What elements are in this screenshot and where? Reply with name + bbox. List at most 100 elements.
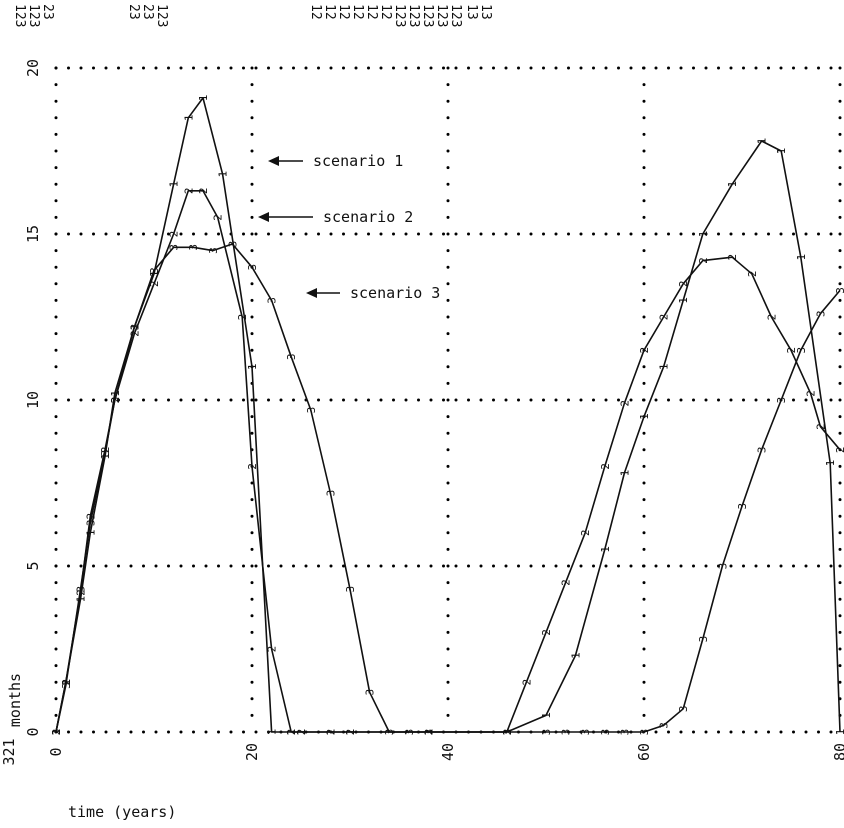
grid-dot (54, 66, 58, 70)
grid-dot (838, 182, 842, 186)
grid-dot (642, 182, 646, 186)
series-marker-3: 3 (775, 397, 788, 404)
grid-dot (54, 282, 58, 286)
series-marker-2: 2 (84, 513, 97, 520)
grid-dot (54, 249, 58, 253)
series-marker-3: 3 (638, 729, 651, 736)
series-marker-1: 1 (422, 729, 435, 736)
grid-dot (54, 199, 58, 203)
grid-dot (479, 564, 483, 568)
series-marker-1: 1 (540, 712, 553, 719)
grid-dot (642, 315, 646, 319)
grid-dot (604, 564, 608, 568)
series-marker-3: 3 (60, 682, 73, 689)
y-tick-label: 15 (24, 225, 42, 243)
grid-dot (179, 730, 183, 734)
grid-dot (54, 664, 58, 668)
grid-dot (838, 99, 842, 103)
grid-dot (642, 298, 646, 302)
grid-dot (117, 564, 120, 568)
grid-dot (492, 398, 495, 402)
grid-dot (167, 232, 170, 236)
grid-dot (54, 614, 58, 618)
grid-dot (579, 232, 583, 236)
grid-dot (67, 232, 70, 236)
series-marker-3: 3 (560, 729, 573, 736)
series-marker-2: 2 (246, 463, 259, 470)
grid-dot (817, 730, 820, 734)
grid-dot (838, 415, 842, 419)
series-marker-3: 3 (697, 636, 710, 643)
series-marker-2: 2 (324, 729, 337, 736)
grid-dot (250, 531, 254, 535)
grid-dot (629, 66, 633, 70)
grid-dot (54, 398, 58, 402)
grid-dot (446, 697, 450, 701)
grid-dot (838, 630, 842, 634)
grid-dot (267, 232, 270, 236)
grid-dot (829, 398, 833, 402)
series-marker-1: 1 (84, 529, 97, 536)
grid-dot (704, 66, 708, 70)
grid-dot (179, 232, 183, 236)
grid-dot (542, 232, 545, 236)
grid-dot (129, 564, 133, 568)
grid-dot (838, 680, 842, 684)
series-marker-2: 2 (834, 446, 844, 453)
grid-dot (204, 564, 208, 568)
series-marker-2: 2 (618, 400, 631, 407)
grid-dot (529, 564, 533, 568)
grid-dot (467, 232, 470, 236)
series-line-2 (55, 190, 841, 733)
grid-dot (492, 564, 495, 568)
grid-dot (254, 564, 258, 568)
grid-dot (567, 232, 570, 236)
grid-dot (754, 66, 758, 70)
series-marker-3: 3 (187, 244, 200, 251)
grid-dot (442, 564, 445, 568)
grid-dot (342, 66, 345, 70)
grid-dot (54, 464, 58, 468)
grid-dot (54, 182, 58, 186)
grid-dot (767, 66, 770, 70)
grid-dot (838, 315, 842, 319)
grid-dot (250, 680, 254, 684)
grid-dot (267, 66, 270, 70)
grid-dot (267, 398, 270, 402)
series-marker-2: 2 (726, 254, 739, 261)
series-marker-3: 3 (75, 586, 88, 593)
grid-dot (642, 249, 646, 253)
grid-dot (642, 664, 646, 668)
grid-dot (54, 431, 58, 435)
grid-dot (642, 132, 646, 136)
grid-dot (250, 232, 254, 236)
series-marker-3: 3 (383, 729, 396, 736)
grid-dot (838, 398, 842, 402)
grid-dot (779, 564, 783, 568)
grid-dot (204, 232, 208, 236)
grid-dot (642, 514, 646, 518)
series-marker-1: 1 (109, 390, 122, 397)
x-tick-labels: 0 20 40 60 80 (47, 743, 844, 761)
grid-dot (838, 365, 842, 369)
grid-dot (192, 564, 195, 568)
grid-dot (54, 531, 58, 535)
grid-dot (446, 182, 450, 186)
grid-dot (329, 398, 333, 402)
grid-dot (292, 66, 295, 70)
grid-dot (54, 547, 58, 551)
grid-dot (838, 132, 842, 136)
grid-dot (446, 498, 450, 502)
grid-dot (54, 83, 58, 87)
grid-dot (446, 664, 450, 668)
grid-dot (379, 564, 383, 568)
grid-dot (729, 232, 733, 236)
grid-dot (79, 232, 83, 236)
grid-dot (446, 564, 450, 568)
grid-dot (367, 564, 370, 568)
grid-dot (679, 66, 683, 70)
annotation-scenario-1: scenario 1 (268, 152, 403, 170)
grid-dot (342, 232, 345, 236)
series-marker-1: 1 (285, 729, 298, 736)
grid-dot (250, 99, 254, 103)
